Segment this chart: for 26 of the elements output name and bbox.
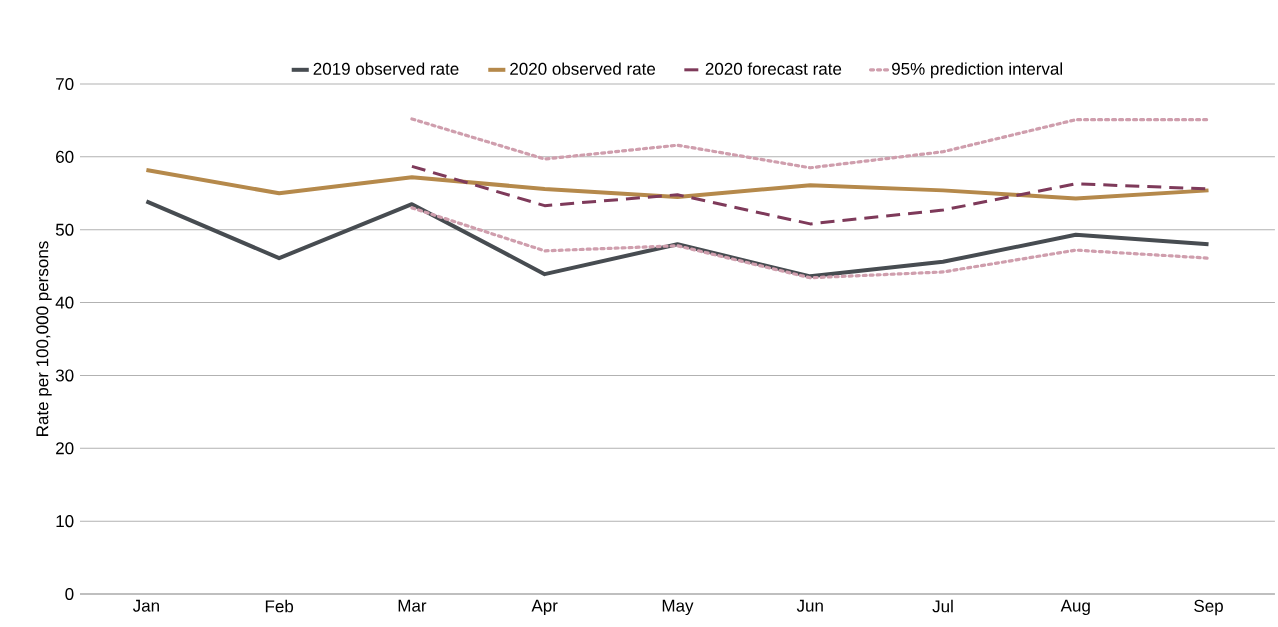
legend-label: 2019 observed rate bbox=[313, 62, 459, 75]
line-series bbox=[410, 117, 1211, 170]
line-series bbox=[144, 167, 1211, 201]
y-tick-label: 0 bbox=[65, 587, 74, 601]
legend-label: 95% prediction interval bbox=[892, 62, 1063, 79]
y-tick-label: 10 bbox=[56, 515, 74, 528]
x-tick-label: Feb bbox=[265, 599, 294, 613]
y-tick-label: 20 bbox=[56, 442, 74, 455]
legend-label: 2020 observed rate bbox=[510, 62, 656, 75]
x-tick-label: Aug bbox=[1060, 599, 1090, 616]
legend-label: 2020 forecast rate bbox=[705, 62, 842, 75]
line-series bbox=[410, 206, 1211, 280]
x-tick-label: May bbox=[662, 599, 694, 616]
y-tick-label: 30 bbox=[55, 369, 74, 382]
x-tick-label: Sep bbox=[1194, 599, 1223, 616]
x-tick-label: Mar bbox=[398, 599, 427, 612]
y-tick-label: 40 bbox=[55, 296, 74, 309]
x-tick-label: Jun bbox=[796, 599, 823, 612]
x-tick-label: Jul bbox=[932, 599, 953, 613]
y-tick-label: 70 bbox=[56, 77, 74, 91]
y-tick-label: 50 bbox=[55, 223, 74, 236]
x-tick-label: Jan bbox=[132, 599, 159, 612]
y-axis-title: Rate per 100,000 persons bbox=[36, 241, 52, 436]
y-tick-label: 60 bbox=[56, 150, 74, 163]
x-tick-label: Apr bbox=[531, 599, 558, 616]
line-series bbox=[144, 199, 1211, 279]
